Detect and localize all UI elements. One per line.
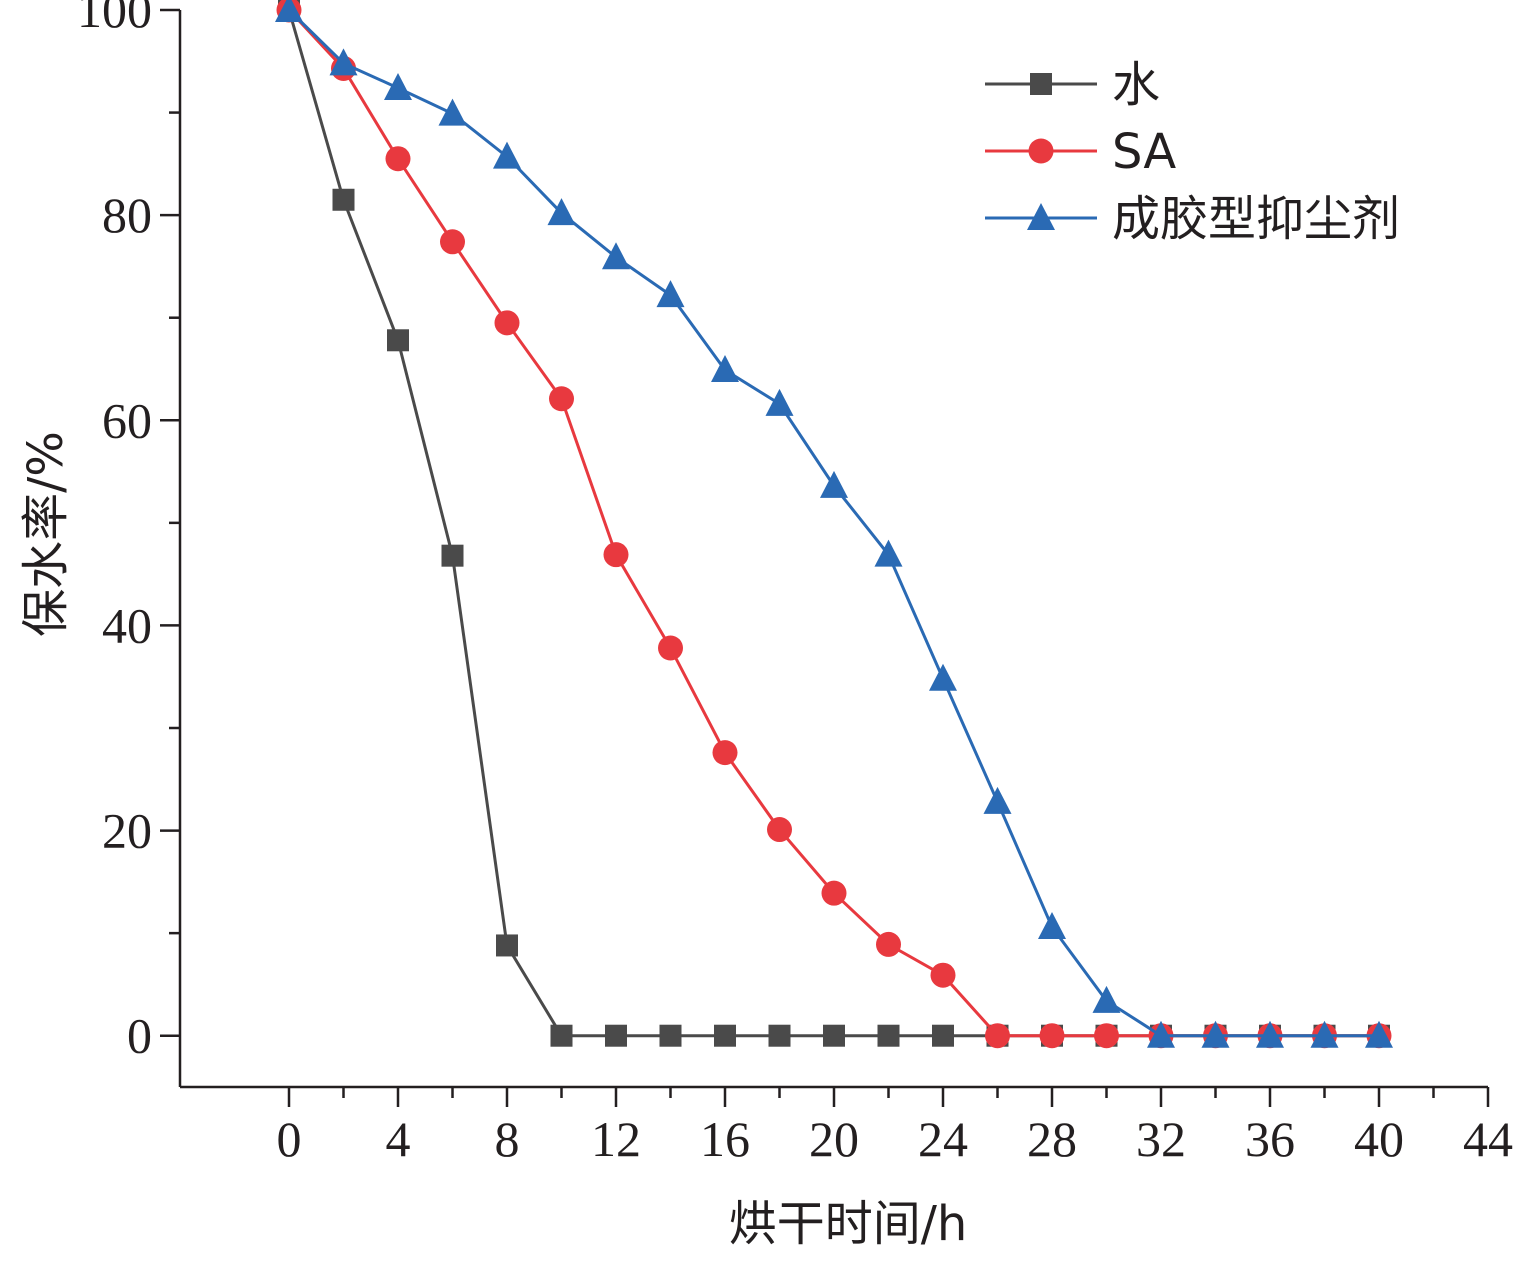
y-tick-label: 0 bbox=[127, 1008, 152, 1064]
data-point bbox=[1147, 1020, 1175, 1048]
y-tick-label: 60 bbox=[102, 392, 152, 448]
x-tick-label: 28 bbox=[1027, 1111, 1077, 1167]
data-point bbox=[1256, 1020, 1284, 1048]
data-point bbox=[602, 242, 630, 270]
legend-item: SA bbox=[985, 124, 1176, 180]
data-point bbox=[603, 542, 629, 568]
data-point bbox=[332, 188, 355, 211]
data-point bbox=[385, 146, 411, 172]
legend-label: 水 bbox=[1112, 57, 1160, 113]
x-tick-label: 32 bbox=[1136, 1111, 1186, 1167]
data-point bbox=[496, 934, 518, 957]
data-point bbox=[765, 388, 794, 416]
data-point bbox=[1094, 1023, 1119, 1049]
legend-label: SA bbox=[1112, 124, 1176, 180]
x-tick-label: 20 bbox=[809, 1111, 859, 1167]
y-tick-label: 80 bbox=[102, 187, 152, 243]
data-point bbox=[494, 310, 520, 336]
data-point bbox=[1039, 1023, 1065, 1049]
x-axis-title: 烘干时间/h bbox=[729, 1196, 968, 1252]
x-tick-label: 40 bbox=[1354, 1111, 1404, 1167]
data-point bbox=[820, 470, 848, 498]
data-point bbox=[877, 1024, 900, 1047]
data-point bbox=[1201, 1020, 1230, 1048]
data-point bbox=[932, 1024, 954, 1047]
y-tick-label: 100 bbox=[77, 0, 152, 38]
x-tick-label: 12 bbox=[591, 1111, 641, 1167]
legend: 水 SA 成胶型抑尘剂 bbox=[985, 57, 1400, 247]
legend-marker bbox=[1027, 203, 1055, 230]
data-point bbox=[983, 786, 1012, 814]
x-tick-label: 24 bbox=[918, 1111, 968, 1167]
data-point bbox=[1038, 911, 1066, 939]
data-point bbox=[659, 1024, 682, 1047]
data-point bbox=[985, 1023, 1010, 1049]
data-point bbox=[714, 1024, 736, 1047]
data-point bbox=[275, 0, 303, 22]
data-point bbox=[767, 817, 792, 843]
data-point bbox=[876, 931, 901, 957]
data-point bbox=[711, 355, 739, 383]
legend-item: 成胶型抑尘剂 bbox=[985, 191, 1400, 247]
series-layer bbox=[275, 0, 1393, 1049]
y-tick-label: 20 bbox=[102, 803, 152, 859]
x-tick-label: 0 bbox=[277, 1111, 302, 1167]
legend-item: 水 bbox=[985, 57, 1160, 113]
legend-marker bbox=[1030, 73, 1052, 95]
y-tick-label: 40 bbox=[102, 597, 152, 653]
x-tick-label: 44 bbox=[1463, 1111, 1513, 1167]
data-point bbox=[712, 740, 738, 766]
data-point bbox=[493, 141, 521, 169]
data-point bbox=[821, 880, 847, 906]
x-tick-label: 8 bbox=[495, 1111, 520, 1167]
series-3 bbox=[275, 0, 1393, 1048]
data-point bbox=[656, 280, 685, 308]
data-point bbox=[384, 72, 412, 100]
data-point bbox=[874, 539, 903, 567]
legend-label: 成胶型抑尘剂 bbox=[1112, 191, 1400, 247]
axes: 0 4 8 12 16 20 24 28 32 36 40 44 0 20 40 60 80 100 bbox=[77, 0, 1513, 1167]
data-point bbox=[929, 663, 957, 691]
data-point bbox=[658, 635, 683, 661]
data-point bbox=[1365, 1020, 1393, 1048]
x-tick-label: 36 bbox=[1245, 1111, 1295, 1167]
data-point bbox=[547, 198, 576, 226]
x-tick-label: 4 bbox=[386, 1111, 411, 1167]
data-point bbox=[549, 386, 574, 412]
data-point bbox=[823, 1024, 845, 1047]
data-point bbox=[438, 98, 467, 126]
data-point bbox=[1310, 1020, 1339, 1048]
x-tick-label: 16 bbox=[700, 1111, 750, 1167]
legend-marker bbox=[1028, 138, 1054, 164]
data-point bbox=[1092, 985, 1121, 1013]
data-point bbox=[329, 48, 358, 76]
data-point bbox=[441, 544, 464, 567]
data-point bbox=[550, 1024, 573, 1047]
data-point bbox=[605, 1024, 627, 1047]
data-point bbox=[768, 1024, 791, 1047]
data-point bbox=[930, 962, 956, 988]
data-point bbox=[387, 329, 409, 352]
data-point bbox=[440, 229, 465, 255]
y-axis-title: 保水率/% bbox=[18, 431, 74, 637]
